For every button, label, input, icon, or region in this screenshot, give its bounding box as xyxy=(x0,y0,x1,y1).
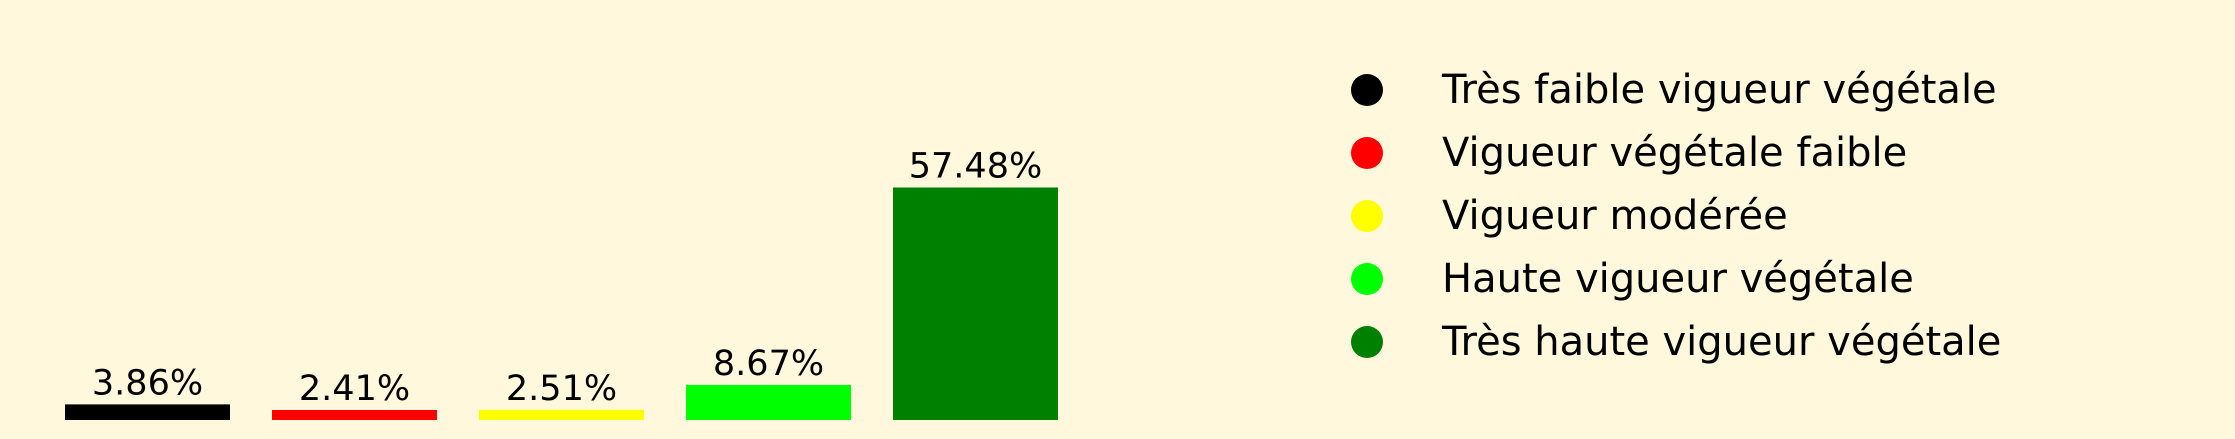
legend-label-3: Vigueur modérée xyxy=(1442,193,1788,239)
bar-5 xyxy=(893,187,1058,420)
legend-label-1: Très faible vigueur végétale xyxy=(1441,67,1997,113)
bars-group xyxy=(65,187,1058,420)
legend-marker-icon xyxy=(1351,200,1383,232)
data-label-3: 2.51% xyxy=(506,369,617,409)
legend-marker-icon xyxy=(1351,74,1383,106)
legend-marker-icon xyxy=(1351,326,1383,358)
bar-3 xyxy=(479,409,644,420)
legend: Très faible vigueur végétale Vigueur végé… xyxy=(1351,67,2001,365)
data-label-2: 2.41% xyxy=(299,369,410,409)
data-label-4: 8.67% xyxy=(713,344,824,384)
data-labels-group: 3.86% 2.41% 2.51% 8.67% 57.48% xyxy=(92,147,1042,410)
data-label-1: 3.86% xyxy=(92,363,203,403)
legend-marker-icon xyxy=(1351,263,1383,295)
legend-label-5: Très haute vigueur végétale xyxy=(1441,319,2001,365)
bar-2 xyxy=(272,410,437,420)
legend-label-4: Haute vigueur végétale xyxy=(1442,256,1914,302)
legend-marker-icon xyxy=(1351,137,1383,169)
data-label-5: 57.48% xyxy=(909,147,1042,187)
bar-1 xyxy=(65,404,230,420)
legend-label-2: Vigueur végétale faible xyxy=(1442,130,1907,176)
bar-4 xyxy=(686,384,851,420)
